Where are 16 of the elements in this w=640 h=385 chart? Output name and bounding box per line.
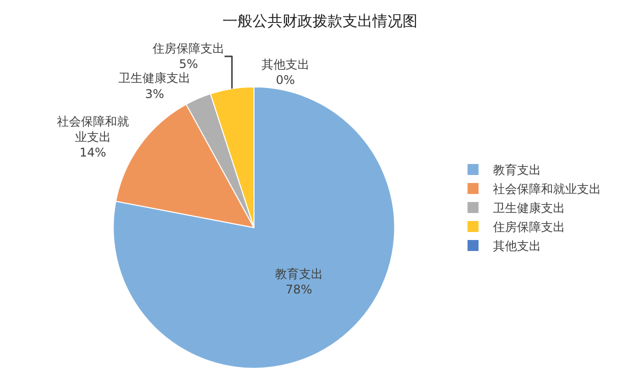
data-label: 5% bbox=[179, 57, 198, 72]
slice-label: 住房保障支出 bbox=[152, 42, 225, 56]
data-label: 3% bbox=[145, 86, 164, 101]
legend-label: 卫生健康支出 bbox=[493, 201, 566, 216]
legend-label: 住房保障支出 bbox=[492, 220, 566, 234]
chart-title: 一般公共财政拨款支出情况图 bbox=[222, 12, 418, 30]
data-label: 78% bbox=[285, 282, 312, 297]
slice-label: 教育支出 bbox=[274, 267, 323, 282]
legend-label: 其他支出 bbox=[493, 239, 542, 254]
data-label: 14% bbox=[79, 146, 106, 160]
slice-label: 卫生健康支出 bbox=[118, 71, 191, 86]
slice-label: 社会保障和就业支出 bbox=[56, 114, 129, 144]
legend-label: 社会保障和就业支出 bbox=[493, 182, 602, 196]
category-label: 其他支出 bbox=[261, 57, 310, 72]
text: 0% bbox=[276, 72, 295, 87]
legend-label: 教育支出 bbox=[493, 163, 542, 178]
